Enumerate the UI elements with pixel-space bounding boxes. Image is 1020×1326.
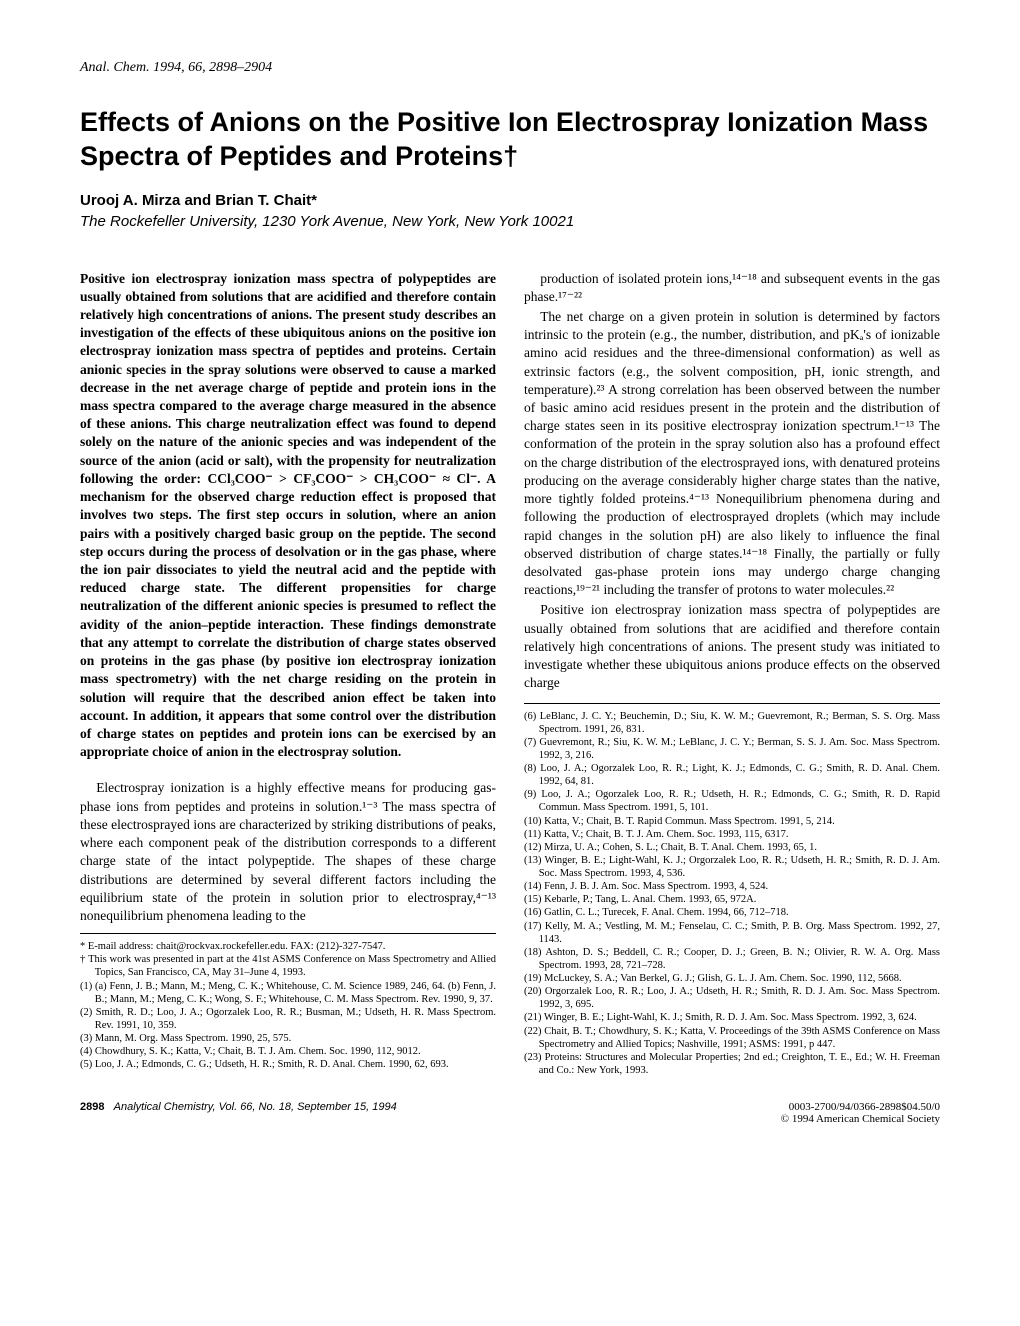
- footer-copyright: © 1994 American Chemical Society: [781, 1113, 940, 1125]
- reference-item: (6) LeBlanc, J. C. Y.; Beuchemin, D.; Si…: [524, 710, 940, 736]
- reference-item: (18) Ashton, D. S.; Beddell, C. R.; Coop…: [524, 946, 940, 972]
- left-column: Positive ion electrospray ionization mas…: [80, 270, 496, 1078]
- reference-item: * E-mail address: chait@rockvax.rockefel…: [80, 940, 496, 953]
- reference-item: (23) Proteins: Structures and Molecular …: [524, 1051, 940, 1077]
- reference-item: (7) Guevremont, R.; Siu, K. W. M.; LeBla…: [524, 736, 940, 762]
- reference-item: (19) McLuckey, S. A.; Van Berkel, G. J.;…: [524, 972, 940, 985]
- content-columns: Positive ion electrospray ionization mas…: [80, 270, 940, 1078]
- reference-item: (12) Mirza, U. A.; Cohen, S. L.; Chait, …: [524, 841, 940, 854]
- reference-item: (13) Winger, B. E.; Light-Wahl, K. J.; O…: [524, 854, 940, 880]
- abstract: Positive ion electrospray ionization mas…: [80, 270, 496, 762]
- reference-item: (10) Katta, V.; Chait, B. T. Rapid Commu…: [524, 815, 940, 828]
- journal-header: Anal. Chem. 1994, 66, 2898–2904: [80, 60, 940, 76]
- reference-item: (1) (a) Fenn, J. B.; Mann, M.; Meng, C. …: [80, 980, 496, 1006]
- body-para-1: production of isolated protein ions,¹⁴⁻¹…: [524, 270, 940, 306]
- reference-item: (4) Chowdhury, S. K.; Katta, V.; Chait, …: [80, 1045, 496, 1058]
- reference-item: (5) Loo, J. A.; Edmonds, C. G.; Udseth, …: [80, 1058, 496, 1071]
- reference-item: (15) Kebarle, P.; Tang, L. Anal. Chem. 1…: [524, 893, 940, 906]
- reference-item: (20) Orgorzalek Loo, R. R.; Loo, J. A.; …: [524, 985, 940, 1011]
- left-footnotes: * E-mail address: chait@rockvax.rockefel…: [80, 933, 496, 1071]
- article-title: Effects of Anions on the Positive Ion El…: [80, 106, 940, 174]
- reference-item: (17) Kelly, M. A.; Vestling, M. M.; Fens…: [524, 920, 940, 946]
- right-references: (6) LeBlanc, J. C. Y.; Beuchemin, D.; Si…: [524, 703, 940, 1078]
- reference-item: (2) Smith, R. D.; Loo, J. A.; Ogorzalek …: [80, 1006, 496, 1032]
- footer-code: 0003-2700/94/0366-2898$04.50/0: [781, 1101, 940, 1113]
- page-number: 2898: [80, 1101, 104, 1113]
- body-para-2: The net charge on a given protein in sol…: [524, 308, 940, 600]
- intro-paragraph: Electrospray ionization is a highly effe…: [80, 779, 496, 925]
- reference-item: (16) Gatlin, C. L.; Turecek, F. Anal. Ch…: [524, 906, 940, 919]
- reference-item: (21) Winger, B. E.; Light-Wahl, K. J.; S…: [524, 1011, 940, 1024]
- reference-item: (14) Fenn, J. B. J. Am. Soc. Mass Spectr…: [524, 880, 940, 893]
- reference-item: (3) Mann, M. Org. Mass Spectrom. 1990, 2…: [80, 1032, 496, 1045]
- reference-item: (11) Katta, V.; Chait, B. T. J. Am. Chem…: [524, 828, 940, 841]
- footer-journal: Analytical Chemistry, Vol. 66, No. 18, S…: [114, 1101, 397, 1113]
- reference-item: (22) Chait, B. T.; Chowdhury, S. K.; Kat…: [524, 1025, 940, 1051]
- body-para-3: Positive ion electrospray ionization mas…: [524, 601, 940, 692]
- right-column: production of isolated protein ions,¹⁴⁻¹…: [524, 270, 940, 1078]
- page-footer: 2898 Analytical Chemistry, Vol. 66, No. …: [80, 1101, 940, 1125]
- reference-item: (9) Loo, J. A.; Ogorzalek Loo, R. R.; Ud…: [524, 788, 940, 814]
- footer-left: 2898 Analytical Chemistry, Vol. 66, No. …: [80, 1101, 397, 1125]
- authors: Urooj A. Mirza and Brian T. Chait*: [80, 192, 940, 209]
- affiliation: The Rockefeller University, 1230 York Av…: [80, 213, 940, 230]
- reference-item: † This work was presented in part at the…: [80, 953, 496, 979]
- reference-item: (8) Loo, J. A.; Ogorzalek Loo, R. R.; Li…: [524, 762, 940, 788]
- footer-right: 0003-2700/94/0366-2898$04.50/0 © 1994 Am…: [781, 1101, 940, 1125]
